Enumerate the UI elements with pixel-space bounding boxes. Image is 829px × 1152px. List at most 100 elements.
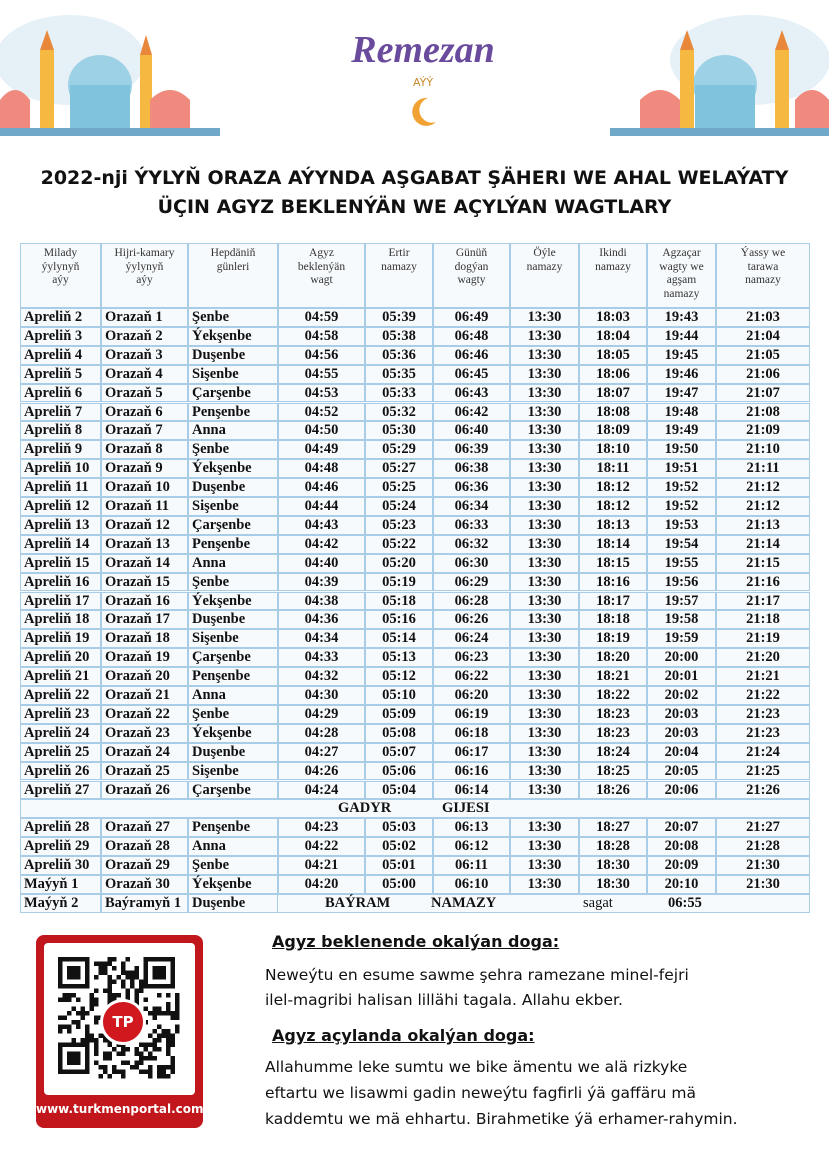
qr-module <box>166 1006 171 1011</box>
table-cell: Apreliň 25 <box>20 742 101 762</box>
qr-module <box>58 1029 63 1034</box>
bayram-text: BAÝRAM <box>325 894 391 911</box>
qr-module <box>152 1056 157 1061</box>
table-cell: 06:23 <box>433 648 510 668</box>
table-cell: 21:24 <box>716 742 810 762</box>
table-cell: 05:32 <box>365 402 433 422</box>
header-text: beklenýän <box>297 260 346 273</box>
qr-module <box>148 1033 153 1038</box>
table-cell: 05:36 <box>365 345 433 365</box>
qr-module <box>161 1065 166 1070</box>
qr-module <box>94 997 99 1002</box>
table-cell: Apreliň 16 <box>20 572 101 592</box>
table-cell: 20:07 <box>647 818 716 838</box>
table-cell: Apreliň 17 <box>20 591 101 611</box>
table-cell: 13:30 <box>510 818 579 838</box>
table-cell: 21:10 <box>716 440 810 460</box>
qr-module <box>134 997 139 1002</box>
table-cell: 20:08 <box>647 837 716 857</box>
table-cell: 19:45 <box>647 345 716 365</box>
qr-module <box>139 1051 144 1056</box>
qr-url: www.turkmenportal.com <box>36 1102 204 1116</box>
table-cell: 06:28 <box>433 591 510 611</box>
table-cell: Şenbe <box>188 440 278 460</box>
table-cell: 18:28 <box>579 837 647 857</box>
table-cell: 21:07 <box>716 383 810 403</box>
table-cell: 21:20 <box>716 648 810 668</box>
table-cell: 05:38 <box>365 326 433 346</box>
table-cell: Ýekşenbe <box>188 326 278 346</box>
table-cell: 05:33 <box>365 383 433 403</box>
qr-module <box>94 1051 99 1056</box>
qr-module <box>170 1042 175 1047</box>
qr-module <box>98 970 103 975</box>
table-cell: 19:54 <box>647 534 716 554</box>
table-cell: Ýekşenbe <box>188 723 278 743</box>
table-cell: Apreliň 20 <box>20 648 101 668</box>
table-cell: 21:19 <box>716 629 810 649</box>
qr-module <box>62 993 67 998</box>
qr-module <box>125 988 130 993</box>
table-cell: Şenbe <box>188 572 278 592</box>
table-cell: 04:42 <box>278 534 365 554</box>
qr-module <box>134 966 139 971</box>
table-cell: 21:04 <box>716 326 810 346</box>
qr-module <box>125 993 130 998</box>
qr-module <box>58 1015 63 1020</box>
table-cell: Apreliň 22 <box>20 686 101 705</box>
qr-module <box>130 970 135 975</box>
table-cell: Apreliň 18 <box>20 610 101 630</box>
table-cell: 20:03 <box>647 723 716 743</box>
header-text: dogýan <box>454 260 489 273</box>
qr-module <box>152 1011 157 1016</box>
qr-module <box>134 1051 139 1056</box>
table-cell: Ýekşenbe <box>188 459 278 479</box>
qr-module <box>152 1015 157 1020</box>
table-cell: 06:17 <box>433 742 510 762</box>
table-cell: 21:26 <box>716 780 810 800</box>
table-cell: Şenbe <box>188 856 278 875</box>
prayer-line: Allahumme leke sumtu we bike ämentu we a… <box>265 1058 688 1076</box>
qr-module <box>67 966 81 980</box>
qr-module <box>170 1011 175 1016</box>
qr-module <box>125 975 130 980</box>
logo: Remezan <box>350 29 495 71</box>
table-cell: 13:30 <box>510 383 579 403</box>
qr-module <box>134 975 139 980</box>
table-cell: Orazaň 20 <box>101 667 188 686</box>
qr-module <box>71 1020 76 1025</box>
qr-module <box>157 1069 162 1074</box>
qr-module <box>143 1069 148 1074</box>
table-cell: 06:24 <box>433 629 510 649</box>
qr-module <box>94 975 99 980</box>
table-cell: 21:23 <box>716 704 810 724</box>
qr-module <box>62 997 67 1002</box>
qr-module <box>161 1033 166 1038</box>
header-text: Agzaçar <box>662 247 701 259</box>
qr-module <box>103 1069 108 1074</box>
header-text: günleri <box>216 260 250 273</box>
table-cell: 05:03 <box>365 818 433 838</box>
qr-module <box>139 1069 144 1074</box>
qr-module <box>139 984 144 989</box>
table-cell: 18:09 <box>579 421 647 441</box>
header-text: namazy <box>595 260 631 273</box>
table-cell: Penşenbe <box>188 667 278 686</box>
qr-module <box>143 1006 148 1011</box>
table-cell: 05:18 <box>365 591 433 611</box>
qr-module <box>58 997 63 1002</box>
table-cell: 18:08 <box>579 402 647 422</box>
table-cell: 21:12 <box>716 497 810 516</box>
header-text: Hepdäniň <box>210 247 256 259</box>
table-cell: 04:32 <box>278 667 365 686</box>
table-cell: Orazaň 14 <box>101 553 188 573</box>
table-cell: Orazaň 15 <box>101 572 188 592</box>
table-cell: 18:03 <box>579 308 647 327</box>
qr-module <box>175 1006 180 1011</box>
header-text: aýy <box>136 274 153 286</box>
table-cell: 05:22 <box>365 534 433 554</box>
qr-module <box>107 997 112 1002</box>
table-cell: 06:22 <box>433 667 510 686</box>
table-cell: Orazaň 27 <box>101 818 188 838</box>
prayer-line: ilel-magribi halisan lillähi tagala. All… <box>265 991 623 1009</box>
